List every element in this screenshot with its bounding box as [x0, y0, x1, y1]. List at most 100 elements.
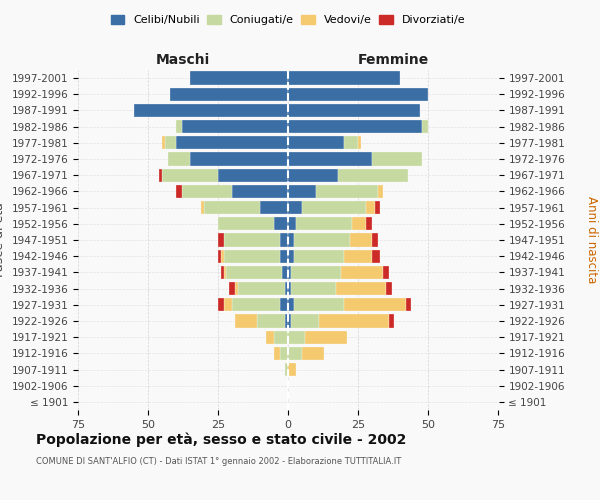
Bar: [372, 152, 422, 166]
Bar: [293, 298, 344, 312]
Bar: [291, 266, 341, 279]
Bar: [274, 346, 280, 360]
Bar: [274, 330, 288, 344]
Bar: [288, 346, 302, 360]
Bar: [224, 266, 226, 279]
Bar: [358, 136, 361, 149]
Bar: [406, 298, 411, 312]
Bar: [344, 298, 406, 312]
Bar: [288, 72, 400, 85]
Bar: [288, 330, 305, 344]
Bar: [232, 185, 288, 198]
Bar: [288, 282, 291, 295]
Bar: [159, 168, 162, 182]
Bar: [316, 185, 377, 198]
Bar: [257, 314, 285, 328]
Bar: [288, 234, 293, 246]
Bar: [235, 314, 257, 328]
Bar: [293, 250, 344, 263]
Bar: [422, 120, 428, 134]
Bar: [288, 298, 293, 312]
Bar: [280, 298, 288, 312]
Bar: [296, 217, 352, 230]
Y-axis label: Fasce di età: Fasce di età: [0, 202, 6, 278]
Bar: [367, 201, 375, 214]
Text: Maschi: Maschi: [156, 53, 210, 67]
Text: Femmine: Femmine: [358, 53, 428, 67]
Bar: [162, 168, 218, 182]
Bar: [190, 72, 288, 85]
Text: COMUNE DI SANT'ALFIO (CT) - Dati ISTAT 1° gennaio 2002 - Elaborazione TUTTITALIA: COMUNE DI SANT'ALFIO (CT) - Dati ISTAT 1…: [36, 458, 401, 466]
Bar: [302, 346, 325, 360]
Bar: [218, 250, 221, 263]
Bar: [338, 168, 409, 182]
Bar: [165, 136, 176, 149]
Bar: [288, 136, 344, 149]
Bar: [288, 250, 293, 263]
Bar: [302, 201, 367, 214]
Bar: [182, 120, 288, 134]
Bar: [235, 282, 238, 295]
Bar: [285, 282, 288, 295]
Bar: [319, 314, 389, 328]
Text: Anni di nascita: Anni di nascita: [584, 196, 598, 284]
Bar: [232, 298, 280, 312]
Bar: [335, 282, 386, 295]
Bar: [176, 136, 288, 149]
Bar: [350, 234, 372, 246]
Bar: [190, 152, 288, 166]
Bar: [280, 346, 288, 360]
Bar: [176, 120, 182, 134]
Bar: [218, 234, 224, 246]
Bar: [170, 88, 288, 101]
Bar: [288, 314, 291, 328]
Bar: [288, 104, 419, 117]
Bar: [291, 282, 335, 295]
Bar: [274, 217, 288, 230]
Bar: [134, 104, 288, 117]
Bar: [372, 234, 377, 246]
Bar: [288, 88, 428, 101]
Bar: [229, 282, 235, 295]
Bar: [344, 136, 358, 149]
Bar: [162, 136, 165, 149]
Bar: [167, 152, 190, 166]
Bar: [283, 266, 288, 279]
Bar: [280, 250, 288, 263]
Bar: [204, 201, 260, 214]
Bar: [285, 314, 288, 328]
Bar: [226, 266, 283, 279]
Bar: [389, 314, 394, 328]
Bar: [305, 330, 347, 344]
Bar: [288, 266, 291, 279]
Bar: [288, 168, 338, 182]
Text: Popolazione per età, sesso e stato civile - 2002: Popolazione per età, sesso e stato civil…: [36, 432, 406, 447]
Bar: [375, 201, 380, 214]
Bar: [367, 217, 372, 230]
Bar: [221, 266, 224, 279]
Bar: [377, 185, 383, 198]
Bar: [224, 298, 232, 312]
Bar: [224, 250, 280, 263]
Bar: [352, 217, 367, 230]
Bar: [288, 201, 302, 214]
Bar: [285, 363, 288, 376]
Bar: [344, 250, 372, 263]
Bar: [288, 120, 422, 134]
Bar: [238, 282, 285, 295]
Bar: [293, 234, 350, 246]
Bar: [288, 185, 316, 198]
Bar: [288, 217, 296, 230]
Bar: [182, 185, 232, 198]
Legend: Celibi/Nubili, Coniugati/e, Vedovi/e, Divorziati/e: Celibi/Nubili, Coniugati/e, Vedovi/e, Di…: [106, 10, 470, 30]
Bar: [280, 234, 288, 246]
Bar: [224, 234, 280, 246]
Bar: [372, 250, 380, 263]
Bar: [260, 201, 288, 214]
Bar: [221, 250, 224, 263]
Bar: [201, 201, 204, 214]
Bar: [218, 168, 288, 182]
Bar: [383, 266, 389, 279]
Bar: [386, 282, 392, 295]
Bar: [266, 330, 274, 344]
